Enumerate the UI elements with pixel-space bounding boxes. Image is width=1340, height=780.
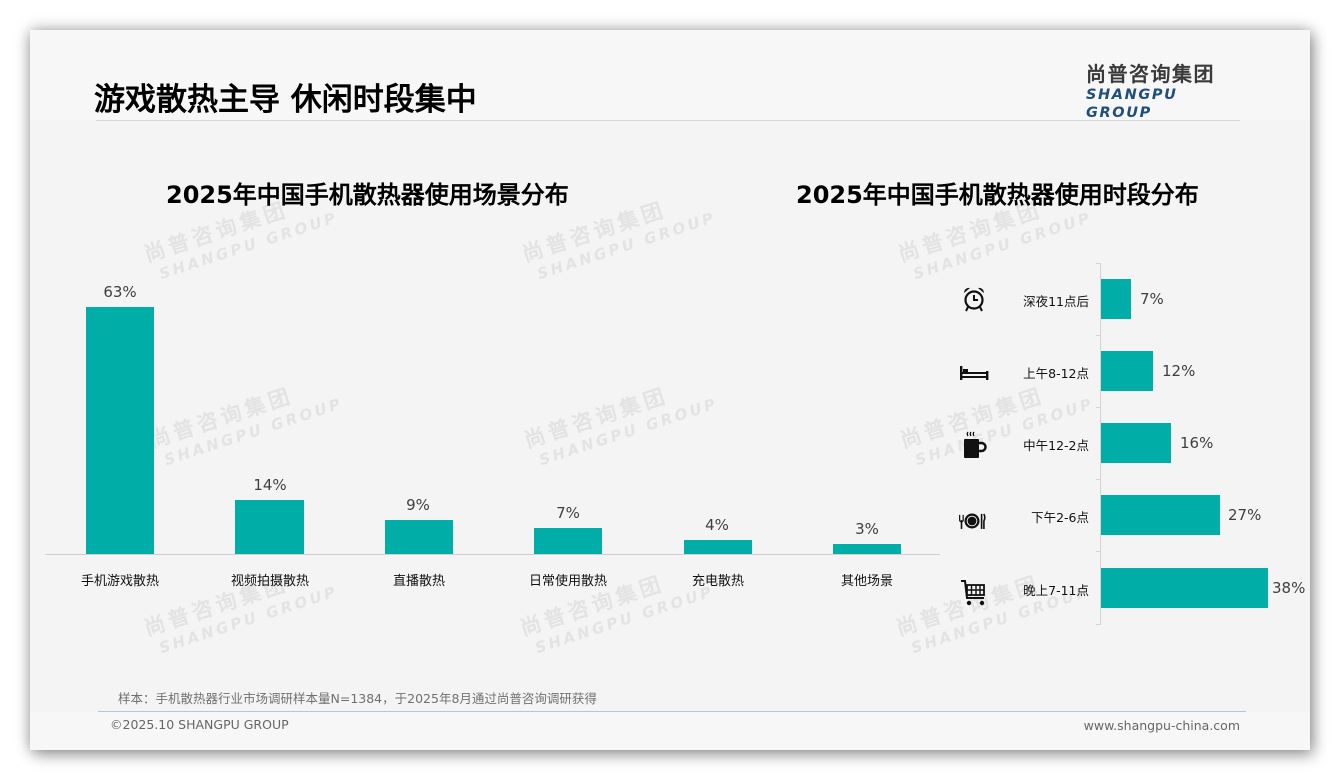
bar <box>235 500 304 554</box>
bar <box>833 544 901 554</box>
bar-category-label: 日常使用散热 <box>528 574 607 589</box>
hbar-value-label: 12% <box>1162 362 1196 380</box>
shopping-cart-icon <box>961 580 985 606</box>
hbar-value-label: 38% <box>1272 579 1306 597</box>
company-logo: 尚普咨询集团 SHANGPU GROUP <box>1086 62 1246 122</box>
hbar <box>1101 568 1268 608</box>
axis-tick <box>1096 335 1101 336</box>
x-axis-baseline <box>45 554 940 555</box>
coffee-cup-icon <box>964 431 987 458</box>
footer-band <box>30 712 1310 750</box>
bar-value-label: 3% <box>855 520 879 538</box>
hbar-category-label: 中午12-2点 <box>1023 438 1089 453</box>
bar-value-label: 7% <box>556 504 580 522</box>
axis-tick <box>1096 263 1101 264</box>
axis-tick <box>1096 624 1101 625</box>
axis-tick <box>1096 479 1101 480</box>
bar <box>534 528 602 554</box>
bar-value-label: 4% <box>705 516 729 534</box>
hbar-category-label: 深夜11点后 <box>1023 294 1089 309</box>
alarm-clock-icon <box>963 287 985 312</box>
bar-value-label: 63% <box>103 283 137 301</box>
logo-cn: 尚普咨询集团 <box>1086 62 1215 86</box>
bar <box>684 540 752 554</box>
axis-tick <box>1096 551 1101 552</box>
scene-chart-title: 2025年中国手机散热器使用场景分布 <box>166 181 569 209</box>
bar-value-label: 14% <box>253 476 287 494</box>
hbar <box>1101 423 1171 463</box>
hbar-value-label: 7% <box>1140 290 1164 308</box>
sample-note: 样本：手机散热器行业市场调研样本量N=1384，于2025年8月通过尚普咨询调研… <box>118 691 597 706</box>
hbar-category-label: 下午2-6点 <box>1031 510 1089 525</box>
time-chart-title: 2025年中国手机散热器使用时段分布 <box>796 181 1199 209</box>
bar <box>86 307 154 554</box>
page-title: 游戏散热主导 休闲时段集中 <box>94 82 477 118</box>
website-link[interactable]: www.shangpu-china.com <box>1083 718 1240 733</box>
hbar <box>1101 279 1131 319</box>
footer-divider <box>98 711 1246 712</box>
scene-bar-chart: 63% 手机游戏散热 14% 视频拍摄散热 9% 直播散热 7% 日常使用散热 … <box>30 30 1310 750</box>
bar-category-label: 手机游戏散热 <box>80 574 159 589</box>
logo-en: SHANGPU GROUP <box>1086 87 1178 121</box>
hbar <box>1101 351 1153 391</box>
header-band <box>30 30 1310 120</box>
y-axis <box>1100 263 1101 625</box>
hbar <box>1101 495 1220 535</box>
plate-cutlery-icon <box>959 513 986 529</box>
bar-category-label: 直播散热 <box>392 574 445 589</box>
slide: 尚普咨询集团 SHANGPU GROUP 尚普咨询集团 SHANGPU GROU… <box>30 30 1310 750</box>
axis-tick <box>1096 407 1101 408</box>
hbar-value-label: 27% <box>1228 506 1262 524</box>
bed-icon <box>960 366 989 380</box>
hbar-category-label: 晚上7-11点 <box>1023 583 1089 598</box>
bar-value-label: 9% <box>406 496 430 514</box>
hbar-value-label: 16% <box>1180 434 1214 452</box>
bar-category-label: 其他场景 <box>840 574 893 589</box>
bar-category-label: 充电散热 <box>691 574 744 589</box>
bar <box>385 520 453 554</box>
title-divider <box>96 120 1240 121</box>
hbar-category-label: 上午8-12点 <box>1023 366 1089 381</box>
bar-category-label: 视频拍摄散热 <box>230 574 309 589</box>
copyright: ©2025.10 SHANGPU GROUP <box>110 717 289 732</box>
